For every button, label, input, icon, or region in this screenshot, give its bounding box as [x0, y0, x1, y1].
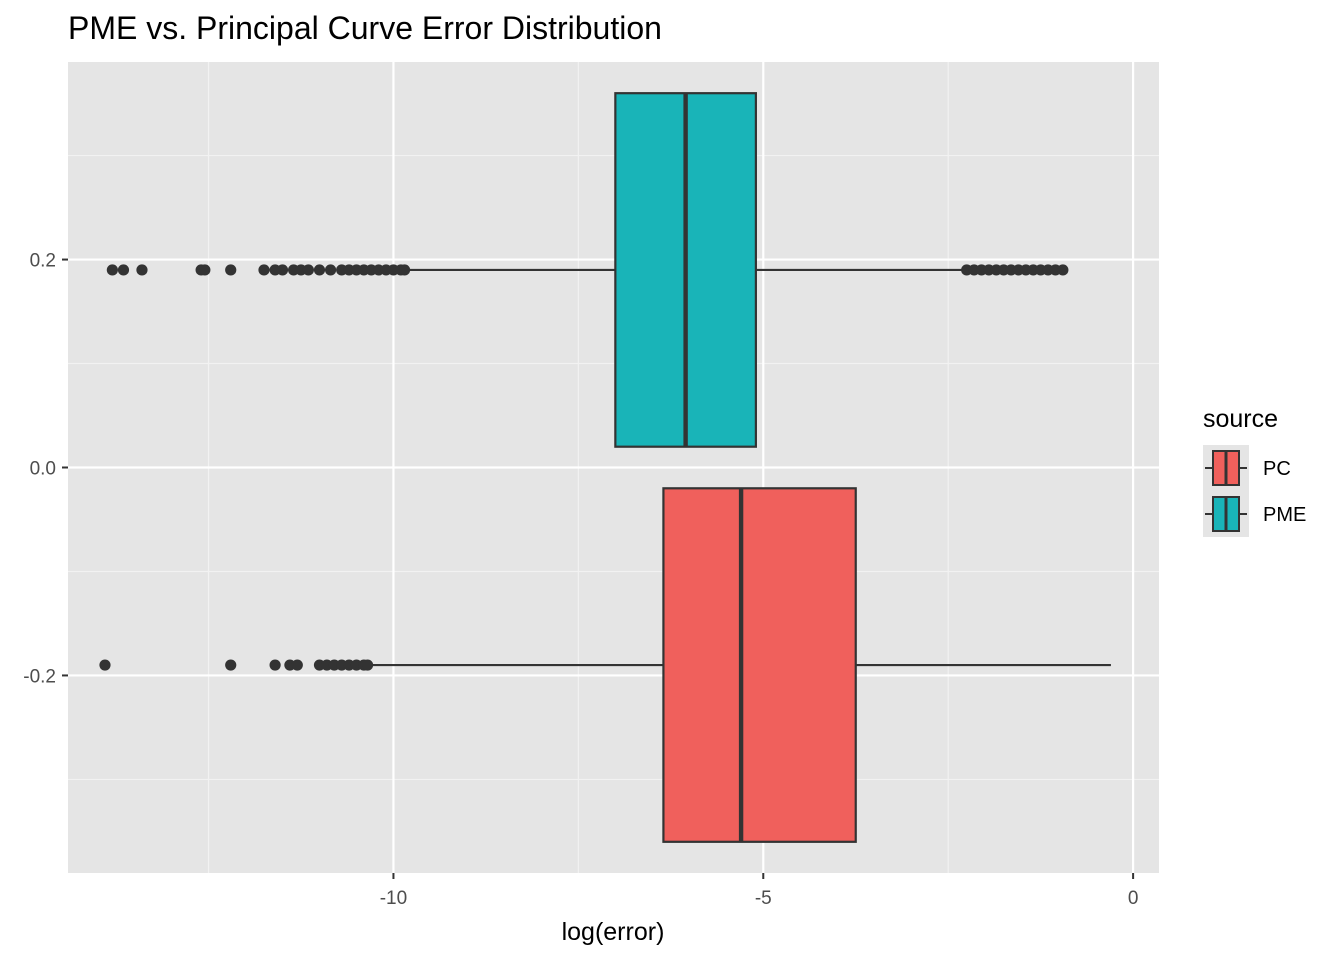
- x-tick-label: -10: [380, 888, 407, 909]
- outlier-point-pc: [269, 659, 281, 671]
- outlier-point-pme: [1057, 264, 1069, 276]
- outlier-point-pme: [258, 264, 270, 276]
- legend-entry-pme: PME: [1203, 491, 1306, 537]
- x-tick-label: -5: [755, 888, 772, 909]
- y-tick-label: 0.2: [30, 251, 56, 272]
- y-tick-label: -0.2: [23, 666, 56, 687]
- box-layer: [99, 92, 1111, 843]
- x-axis-title: log(error): [562, 918, 665, 946]
- box-pme: [106, 92, 1069, 448]
- chart-title: PME vs. Principal Curve Error Distributi…: [68, 10, 662, 46]
- y-tick-label: 0.0: [30, 459, 56, 480]
- outlier-point-pc: [99, 659, 111, 671]
- outlier-point-pme: [276, 264, 289, 276]
- outlier-point-pme: [313, 264, 326, 276]
- legend-keys: PC PME: [1203, 445, 1306, 537]
- outlier-point-pme: [225, 264, 237, 276]
- outlier-point-pme: [199, 264, 211, 276]
- outlier-point-pc: [291, 659, 303, 671]
- x-tick-label: 0: [1128, 888, 1139, 909]
- outlier-point-pc: [225, 659, 237, 671]
- grid-lines: [68, 62, 1159, 873]
- outlier-point-pc: [361, 659, 374, 671]
- outlier-point-pme: [136, 264, 148, 276]
- legend: source PC PME: [1203, 405, 1306, 537]
- box-body-pc: [662, 487, 857, 843]
- outlier-point-pme: [398, 264, 411, 276]
- outlier-point-pme: [106, 264, 118, 276]
- legend-entry-pc: PC: [1203, 445, 1291, 491]
- legend-label-pc: PC: [1263, 458, 1291, 480]
- outlier-point-pme: [324, 264, 337, 276]
- axis-layer: -10 -5 0 0.2 0.0 -0.2: [23, 251, 1138, 909]
- box-pc: [99, 487, 1111, 843]
- legend-title: source: [1203, 405, 1278, 433]
- outlier-point-pme: [302, 264, 314, 276]
- outlier-point-pme: [117, 264, 130, 276]
- legend-label-pme: PME: [1263, 504, 1306, 526]
